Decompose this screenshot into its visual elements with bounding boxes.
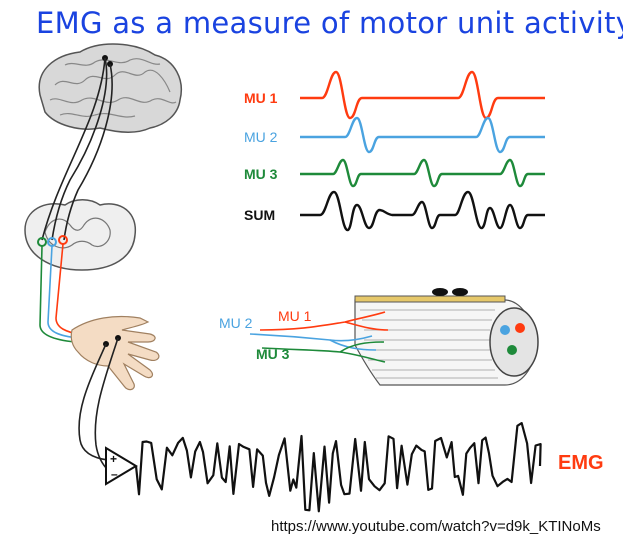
amplifier-plus: + — [110, 452, 117, 466]
source-url: https://www.youtube.com/watch?v=d9k_KTIN… — [271, 518, 601, 535]
brain-illustration — [38, 43, 182, 133]
trace-label-mu2: MU 2 — [244, 129, 278, 145]
muscle-nerves — [249, 311, 389, 363]
nerve-label-mu2: MU 2 — [219, 315, 253, 331]
trace-label-sum: SUM — [244, 207, 276, 223]
spinal-cord-illustration — [24, 199, 136, 271]
amplifier-minus: – — [111, 467, 118, 481]
mu2-trace — [300, 116, 545, 154]
motor-unit-traces — [300, 70, 545, 232]
amplifier-symbol — [105, 446, 138, 486]
descending-axons — [41, 57, 113, 241]
nerve-label-mu1: MU 1 — [278, 308, 312, 324]
nerve-label-mu3: MU 3 — [256, 346, 290, 362]
emg-label: EMG — [558, 452, 604, 474]
hand-illustration — [70, 315, 160, 391]
mu3-trace — [300, 158, 545, 188]
trace-label-mu1: MU 1 — [244, 90, 278, 106]
trace-label-mu3: MU 3 — [244, 166, 278, 182]
electrode-leads — [78, 337, 119, 471]
emg-signal-trace — [134, 422, 542, 513]
sum-trace — [300, 190, 545, 232]
diagram-title: EMG as a measure of motor unit activity — [36, 6, 623, 40]
muscle-illustration — [354, 288, 539, 386]
mu1-trace — [300, 70, 545, 120]
